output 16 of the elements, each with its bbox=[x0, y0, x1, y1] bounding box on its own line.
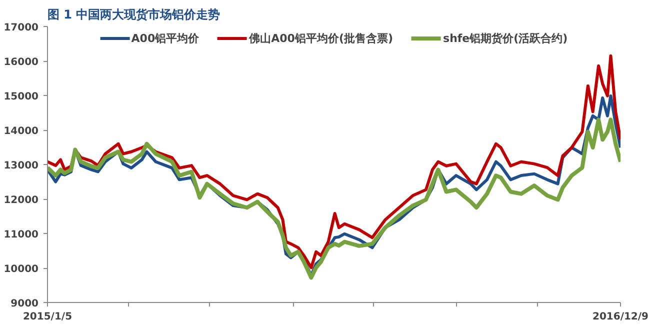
y-tick-label: 16000 bbox=[4, 57, 39, 68]
y-tick-label: 9000 bbox=[10, 298, 39, 310]
x-tick-label: 2015/1/5 bbox=[22, 312, 72, 322]
legend-label: shfe铝期货价(活跃合约) bbox=[443, 30, 568, 46]
y-tick-label: 10000 bbox=[4, 264, 39, 275]
y-tick-label: 15000 bbox=[4, 92, 39, 102]
y-tick-label: 13000 bbox=[4, 160, 39, 172]
y-tick-label: 14000 bbox=[4, 126, 39, 137]
y-tick-label: 17000 bbox=[4, 22, 39, 34]
x-tick-label: 2016/12/9 bbox=[592, 312, 649, 322]
legend-label: 佛山A00铝平均价(批售含票) bbox=[249, 30, 394, 46]
chart-title: 图 1 中国两大现货市场铝价走势 bbox=[48, 8, 220, 22]
y-tick-label: 11000 bbox=[4, 230, 39, 240]
line-series bbox=[48, 54, 620, 270]
y-tick-label: 12000 bbox=[4, 195, 39, 206]
legend-label: A00铝平均价 bbox=[131, 30, 200, 46]
